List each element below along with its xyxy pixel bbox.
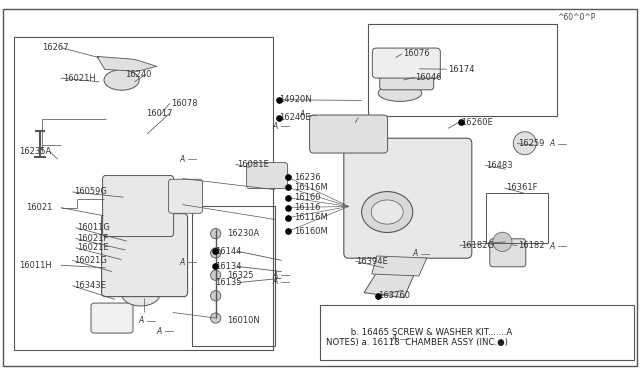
Text: 16160M: 16160M xyxy=(294,227,328,236)
Text: 16021H: 16021H xyxy=(63,74,95,83)
Text: 16240E: 16240E xyxy=(279,113,310,122)
Text: A: A xyxy=(549,139,554,148)
Circle shape xyxy=(211,228,221,239)
Text: 16116: 16116 xyxy=(294,203,321,212)
Text: 16046: 16046 xyxy=(415,73,441,82)
Text: A: A xyxy=(180,155,185,164)
Text: A: A xyxy=(156,327,161,336)
Ellipse shape xyxy=(122,282,160,306)
Text: 16182G: 16182G xyxy=(461,241,494,250)
Text: 16160: 16160 xyxy=(294,193,321,202)
Text: 16325: 16325 xyxy=(227,271,253,280)
Text: A: A xyxy=(273,278,278,286)
Ellipse shape xyxy=(131,237,151,245)
Text: 16259: 16259 xyxy=(518,139,545,148)
FancyBboxPatch shape xyxy=(344,138,472,258)
Ellipse shape xyxy=(127,255,156,264)
Text: 16135: 16135 xyxy=(215,278,241,287)
FancyBboxPatch shape xyxy=(310,115,388,153)
Circle shape xyxy=(211,291,221,301)
Text: NOTES) a. 16118  CHAMBER ASSY (INC.●): NOTES) a. 16118 CHAMBER ASSY (INC.●) xyxy=(326,339,508,347)
Text: 16078: 16078 xyxy=(172,99,198,108)
Text: A: A xyxy=(138,316,143,325)
Text: 16076: 16076 xyxy=(403,49,430,58)
Ellipse shape xyxy=(124,218,164,232)
Ellipse shape xyxy=(129,246,153,254)
Ellipse shape xyxy=(362,192,413,232)
Text: 16361F: 16361F xyxy=(506,183,537,192)
Text: 16235A: 16235A xyxy=(19,147,51,156)
Text: 14920N: 14920N xyxy=(279,95,312,104)
Ellipse shape xyxy=(118,264,163,279)
Text: 16483: 16483 xyxy=(486,161,513,170)
Text: 16134: 16134 xyxy=(215,262,241,271)
Text: b. 16465 SCREW & WASHER KIT.......A: b. 16465 SCREW & WASHER KIT.......A xyxy=(326,328,513,337)
Circle shape xyxy=(211,248,221,258)
Text: A: A xyxy=(273,271,278,280)
Bar xyxy=(368,24,557,116)
Text: 16116M: 16116M xyxy=(294,183,328,192)
Polygon shape xyxy=(364,261,414,298)
Text: 16230A: 16230A xyxy=(227,229,259,238)
Text: 16017: 16017 xyxy=(146,109,172,118)
Ellipse shape xyxy=(389,64,407,74)
Text: 16021E: 16021E xyxy=(77,243,108,252)
Polygon shape xyxy=(372,256,427,276)
FancyBboxPatch shape xyxy=(380,66,434,90)
Circle shape xyxy=(211,270,221,280)
Text: 163760: 163760 xyxy=(378,291,410,300)
Bar xyxy=(14,37,273,350)
Circle shape xyxy=(211,313,221,323)
Text: 16021G: 16021G xyxy=(74,256,106,265)
FancyBboxPatch shape xyxy=(372,48,440,78)
FancyBboxPatch shape xyxy=(91,303,133,333)
Text: A: A xyxy=(180,258,185,267)
Bar xyxy=(486,193,548,243)
Text: 16182: 16182 xyxy=(518,241,545,250)
Text: ^60^0^P: ^60^0^P xyxy=(557,13,595,22)
Text: 16011H: 16011H xyxy=(19,261,52,270)
Text: 16144: 16144 xyxy=(215,247,241,256)
Circle shape xyxy=(493,232,512,251)
FancyBboxPatch shape xyxy=(490,239,526,267)
Text: 16081E: 16081E xyxy=(237,160,269,169)
Text: A: A xyxy=(391,334,396,343)
Text: A: A xyxy=(412,249,417,258)
Text: 16394E: 16394E xyxy=(356,257,388,266)
FancyBboxPatch shape xyxy=(102,176,173,237)
Text: 16267: 16267 xyxy=(42,43,68,52)
Text: 16240: 16240 xyxy=(125,70,152,79)
Bar xyxy=(320,305,634,360)
Text: 16021: 16021 xyxy=(26,203,52,212)
Text: 16011G: 16011G xyxy=(77,223,109,232)
Bar xyxy=(192,206,275,346)
Ellipse shape xyxy=(371,200,403,224)
Text: 16174: 16174 xyxy=(448,65,474,74)
Ellipse shape xyxy=(104,70,140,90)
Circle shape xyxy=(513,132,536,155)
FancyBboxPatch shape xyxy=(102,214,188,296)
FancyBboxPatch shape xyxy=(168,179,202,213)
Polygon shape xyxy=(97,57,157,71)
Text: A: A xyxy=(273,122,278,131)
Text: A: A xyxy=(549,242,554,251)
Text: 16260E: 16260E xyxy=(461,118,493,126)
Text: A: A xyxy=(300,110,305,119)
Text: 16343E: 16343E xyxy=(74,281,106,290)
Text: 16059G: 16059G xyxy=(74,187,106,196)
Text: 16021F: 16021F xyxy=(77,234,108,243)
Text: 16010N: 16010N xyxy=(227,316,260,325)
Text: 16236: 16236 xyxy=(294,173,321,182)
Text: 16116M: 16116M xyxy=(294,213,328,222)
Ellipse shape xyxy=(378,84,422,101)
FancyBboxPatch shape xyxy=(246,163,287,189)
